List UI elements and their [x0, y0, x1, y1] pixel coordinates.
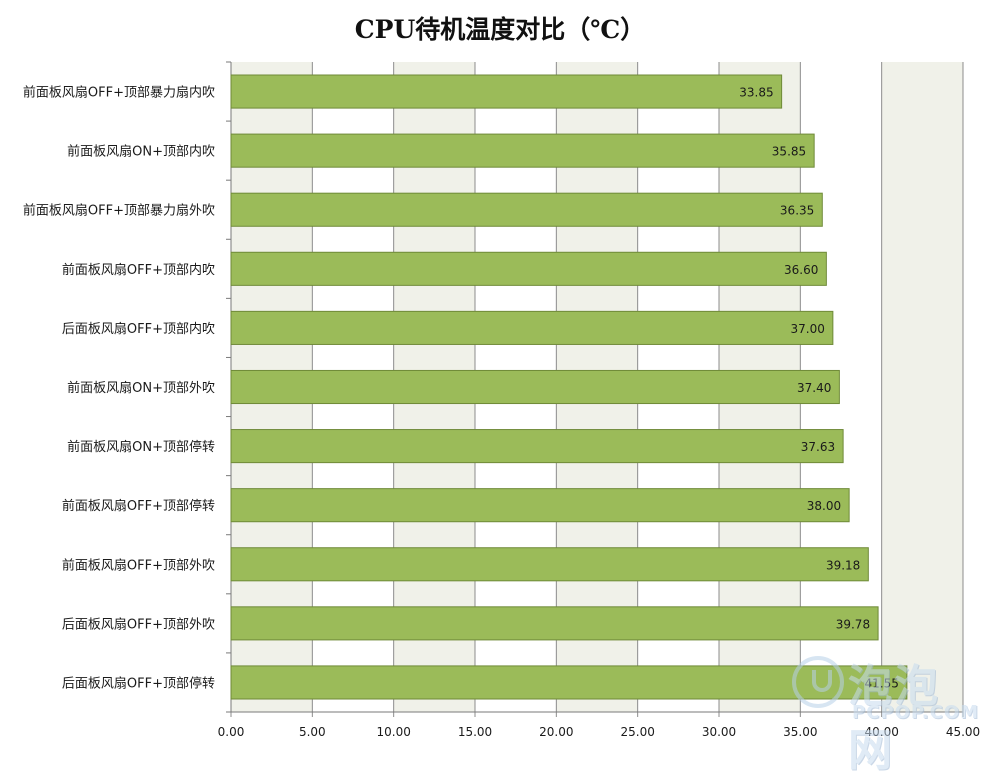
data-label: 38.00 [807, 499, 841, 513]
category-label: 前面板风扇OFF+顶部暴力扇内吹 [23, 85, 215, 101]
bar-chart: 前面板风扇OFF+顶部暴力扇内吹前面板风扇ON+顶部内吹前面板风扇OFF+顶部暴… [23, 61, 981, 739]
category-label: 前面板风扇OFF+顶部内吹 [62, 262, 215, 278]
data-label: 33.85 [739, 86, 773, 100]
category-label: 后面板风扇OFF+顶部外吹 [62, 616, 215, 632]
category-label: 前面板风扇ON+顶部外吹 [67, 380, 215, 396]
x-tick-label: 10.00 [376, 725, 410, 739]
category-label: 前面板风扇OFF+顶部暴力扇外吹 [23, 203, 215, 219]
category-label: 前面板风扇OFF+顶部外吹 [62, 557, 215, 573]
bar [230, 429, 844, 464]
x-tick-label: 15.00 [458, 725, 492, 739]
plot-band [881, 62, 963, 712]
category-label: 前面板风扇ON+顶部停转 [67, 439, 215, 455]
data-label: 37.00 [791, 322, 825, 336]
chart-title: CPU待机温度对比（℃） [354, 15, 646, 44]
bar [230, 310, 834, 345]
x-tick-label: 35.00 [783, 725, 817, 739]
data-labels: 33.85 35.85 36.35 36.60 37.00 37.40 37.63 38.00… [739, 86, 899, 691]
x-tick-labels: 0.00 5.00 10.00 15.00 20.00 25.00 30.00 35.00 40… [218, 725, 981, 739]
data-label: 36.35 [780, 204, 814, 218]
bars [230, 74, 908, 700]
category-label: 后面板风扇OFF+顶部内吹 [62, 321, 215, 337]
bar [230, 547, 869, 582]
data-label: 39.18 [826, 558, 860, 572]
data-label: 39.78 [836, 617, 870, 631]
data-label: 37.63 [801, 440, 835, 454]
data-label: 41.55 [865, 676, 899, 690]
x-tick-label: 20.00 [539, 725, 573, 739]
data-label: 35.85 [772, 145, 806, 159]
category-labels: 前面板风扇OFF+顶部暴力扇内吹前面板风扇ON+顶部内吹前面板风扇OFF+顶部暴… [23, 85, 215, 692]
x-tick-label: 5.00 [299, 725, 326, 739]
bar [230, 665, 908, 700]
category-label: 前面板风扇OFF+顶部停转 [62, 498, 215, 514]
x-tick-label: 0.00 [218, 725, 245, 739]
bar [230, 192, 823, 227]
bar [230, 369, 840, 405]
bar [230, 251, 827, 286]
bar [230, 74, 783, 109]
category-label: 后面板风扇OFF+顶部停转 [62, 675, 215, 691]
x-tick-label: 45.00 [946, 725, 980, 739]
x-tick-label: 30.00 [702, 725, 736, 739]
x-tick-label: 25.00 [620, 725, 654, 739]
data-label: 36.60 [784, 263, 818, 277]
category-label: 前面板风扇ON+顶部内吹 [67, 144, 215, 160]
bar [230, 133, 815, 168]
x-tick-label: 40.00 [864, 725, 898, 739]
bar [230, 606, 879, 641]
bar [230, 488, 850, 523]
data-label: 37.40 [797, 381, 831, 395]
